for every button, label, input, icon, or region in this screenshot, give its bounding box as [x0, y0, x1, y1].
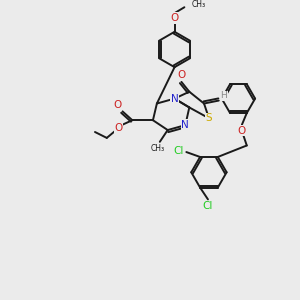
Text: N: N — [171, 94, 178, 103]
Text: CH₃: CH₃ — [151, 144, 165, 153]
Text: Cl: Cl — [203, 201, 213, 211]
Text: O: O — [170, 13, 179, 23]
Text: O: O — [177, 70, 186, 80]
Text: Cl: Cl — [173, 146, 184, 156]
Text: CH₃: CH₃ — [191, 0, 206, 9]
Text: N: N — [182, 120, 189, 130]
Text: O: O — [114, 123, 123, 133]
Text: O: O — [113, 100, 122, 110]
Text: O: O — [238, 126, 246, 136]
Text: H: H — [220, 91, 227, 100]
Text: S: S — [206, 113, 212, 123]
